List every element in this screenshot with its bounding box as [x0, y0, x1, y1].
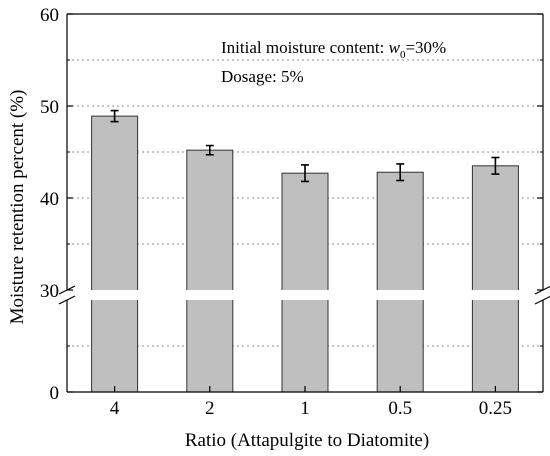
bar-0.5	[376, 171, 424, 393]
x-axis-label: Ratio (Attapulgite to Diatomite)	[185, 430, 429, 451]
annotation-moisture: Initial moisture content: w0=30%	[221, 38, 446, 61]
axis-break-mark-right	[534, 295, 550, 305]
x-tick-label: 4	[110, 398, 120, 419]
annotation-dosage: Dosage: 5%	[221, 67, 304, 86]
y-tick-label: 50	[40, 97, 59, 118]
x-tick-label: 0.5	[388, 398, 412, 419]
error-bars	[110, 109, 500, 183]
grid-lines	[67, 59, 543, 347]
x-tick-label: 1	[300, 398, 310, 419]
bar-1	[281, 172, 329, 393]
y-axis-ticks: 0 30 40 50 60	[40, 5, 543, 404]
bars	[91, 115, 519, 393]
axis-break-gap	[53, 290, 550, 300]
x-axis-ticks: 4 2 1 0.5 0.25	[110, 386, 512, 419]
bar-2	[186, 149, 234, 393]
bar-0.25	[471, 165, 519, 393]
y-tick-label: 60	[40, 5, 59, 26]
x-tick-label: 2	[205, 398, 215, 419]
bar-4	[91, 115, 139, 393]
x-tick-label: 0.25	[479, 398, 512, 419]
y-tick-label: 40	[40, 189, 59, 210]
y-tick-label: 0	[50, 383, 60, 404]
y-tick-label: 30	[40, 281, 59, 302]
axis-break-mark-left	[58, 295, 76, 305]
y-axis-label: Moisture retention percent (%)	[7, 90, 28, 325]
